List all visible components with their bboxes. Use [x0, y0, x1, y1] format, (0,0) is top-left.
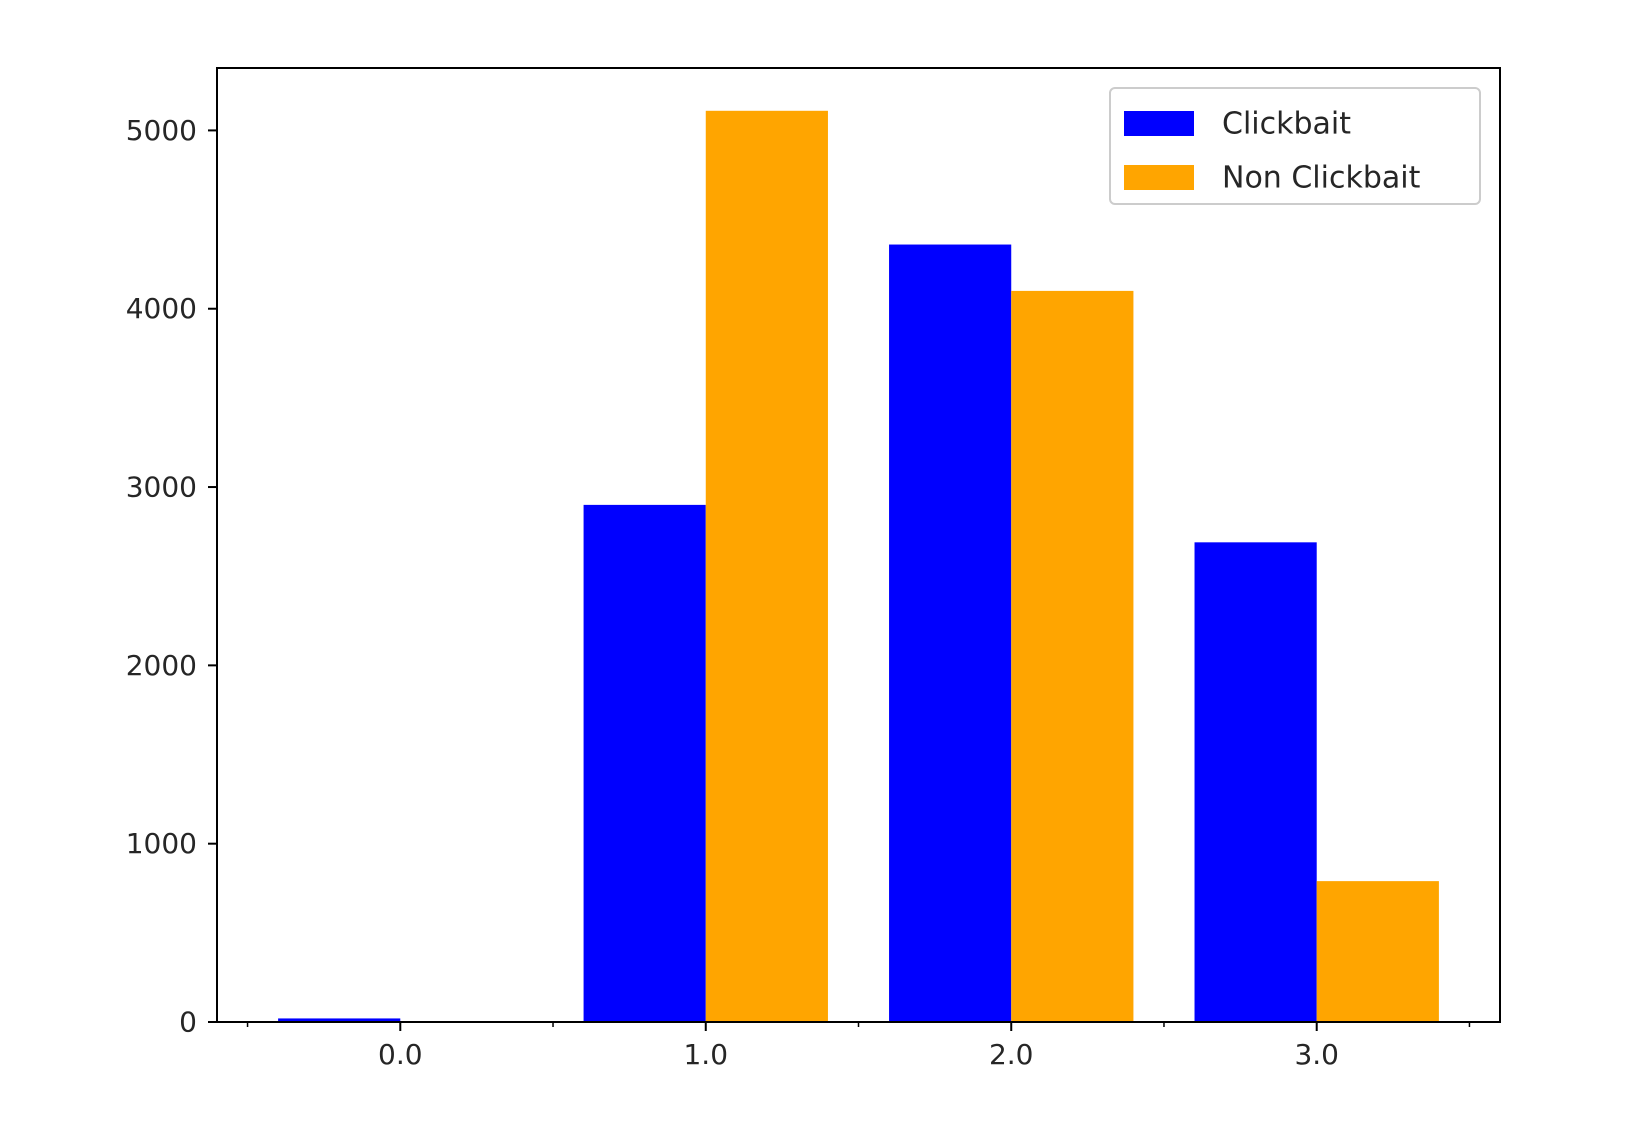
x-tick-label: 0.0 — [378, 1038, 423, 1071]
x-tick-label: 1.0 — [683, 1038, 728, 1071]
y-tick-label: 3000 — [126, 471, 197, 504]
x-tick-label: 3.0 — [1294, 1038, 1339, 1071]
y-axis: 0 1000 2000 3000 4000 5000 — [126, 114, 217, 1039]
legend-box — [1109, 87, 1481, 205]
y-tick-label: 1000 — [126, 827, 197, 860]
y-tick-label: 4000 — [126, 292, 197, 325]
bar-non-clickbait-2.0 — [1011, 290, 1134, 1022]
x-tick-label: 2.0 — [989, 1038, 1034, 1071]
bar-clickbait-2.0 — [889, 244, 1012, 1023]
x-axis: 0.0 1.0 2.0 3.0 — [246, 1022, 1471, 1071]
legend-label: Clickbait — [1222, 107, 1351, 142]
bar-non-clickbait-3.0 — [1316, 881, 1439, 1022]
bar-clickbait-0.0 — [278, 1018, 401, 1022]
bar-clickbait-1.0 — [583, 504, 706, 1022]
bar-non-clickbait-1.0 — [705, 110, 828, 1022]
plot-frame — [216, 67, 1501, 1023]
legend: Clickbait Non Clickbait — [1109, 87, 1481, 205]
y-tick-label: 0 — [179, 1006, 197, 1039]
bar-clickbait-3.0 — [1194, 542, 1317, 1022]
y-tick-label: 2000 — [126, 649, 197, 682]
legend-swatch — [1124, 111, 1194, 136]
bars — [278, 110, 1439, 1023]
y-tick-label: 5000 — [126, 114, 197, 147]
legend-swatch — [1124, 165, 1194, 190]
legend-label: Non Clickbait — [1222, 161, 1421, 196]
